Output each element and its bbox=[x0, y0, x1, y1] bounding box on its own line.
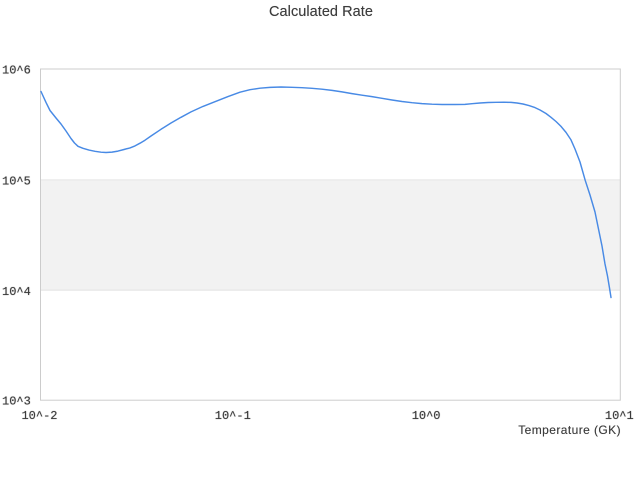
svg-text:10^6: 10^6 bbox=[2, 64, 31, 78]
svg-text:10^3: 10^3 bbox=[2, 395, 31, 409]
svg-text:10^-2: 10^-2 bbox=[21, 409, 57, 423]
svg-text:Calculated Rate: Calculated Rate bbox=[269, 4, 373, 20]
svg-text:10^-1: 10^-1 bbox=[215, 409, 251, 423]
svg-text:10^5: 10^5 bbox=[2, 175, 31, 189]
svg-text:10^0: 10^0 bbox=[412, 409, 441, 423]
svg-text:10^4: 10^4 bbox=[2, 285, 31, 299]
svg-text:10^1: 10^1 bbox=[605, 409, 634, 423]
svg-text:Temperature (GK): Temperature (GK) bbox=[518, 423, 621, 437]
